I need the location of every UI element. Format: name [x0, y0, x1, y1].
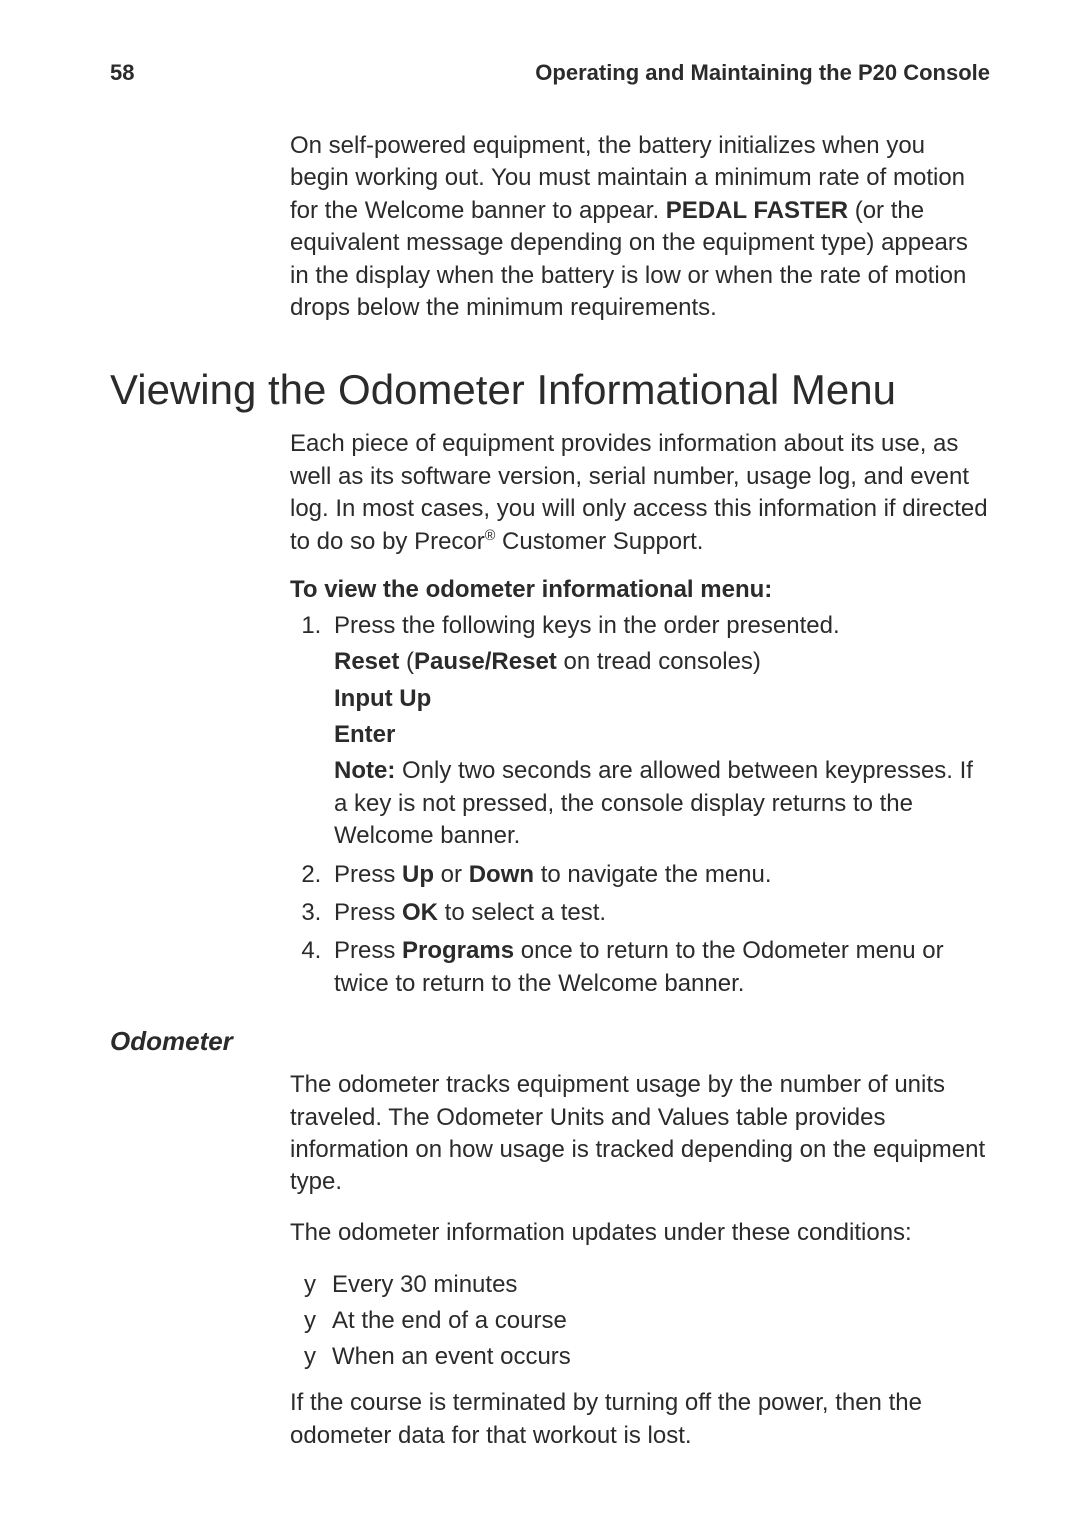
- note-label: Note:: [334, 757, 395, 784]
- registered-mark: ®: [485, 528, 496, 544]
- step-3a: Press: [334, 899, 402, 926]
- step-1a-end: on tread consoles): [557, 648, 761, 675]
- condition-2: At the end of a course: [304, 1303, 990, 1339]
- conditions-list: Every 30 minutes At the end of a course …: [290, 1267, 990, 1375]
- step-1-text: Press the following keys in the order pr…: [334, 612, 840, 639]
- odometer-para-1: The odometer tracks equipment usage by t…: [290, 1069, 990, 1199]
- step-2a: Press: [334, 861, 402, 888]
- step-4: Press Programs once to return to the Odo…: [328, 935, 990, 1000]
- step-1-note: Note: Only two seconds are allowed betwe…: [334, 755, 990, 852]
- step-4a: Press: [334, 937, 402, 964]
- intro-paragraph: On self-powered equipment, the battery i…: [290, 130, 990, 324]
- step-3: Press OK to select a test.: [328, 897, 990, 929]
- step-1-line-a: Reset (Pause/Reset on tread consoles): [334, 646, 990, 678]
- section-intro-b: Customer Support.: [495, 528, 703, 555]
- step-2: Press Up or Down to navigate the menu.: [328, 859, 990, 891]
- key-pause-reset: Pause/Reset: [414, 648, 557, 675]
- key-enter: Enter: [334, 719, 990, 751]
- key-ok: OK: [402, 899, 438, 926]
- note-text: Only two seconds are allowed between key…: [334, 757, 973, 849]
- key-reset: Reset: [334, 648, 399, 675]
- running-head: Operating and Maintaining the P20 Consol…: [535, 60, 990, 86]
- intro-bold: PEDAL FASTER: [666, 197, 848, 224]
- odometer-para-3: If the course is terminated by turning o…: [290, 1387, 990, 1452]
- page-number: 58: [110, 60, 134, 86]
- step-1: Press the following keys in the order pr…: [328, 610, 990, 853]
- key-up: Up: [402, 861, 434, 888]
- odometer-para-2: The odometer information updates under t…: [290, 1217, 990, 1249]
- page: 58 Operating and Maintaining the P20 Con…: [0, 0, 1080, 1535]
- section-intro: Each piece of equipment provides informa…: [290, 428, 990, 558]
- side-heading-odometer: Odometer: [110, 1026, 1000, 1057]
- condition-1: Every 30 minutes: [304, 1267, 990, 1303]
- key-programs: Programs: [402, 937, 514, 964]
- step-2c: to navigate the menu.: [534, 861, 772, 888]
- step-2-mid: or: [434, 861, 469, 888]
- steps-list: Press the following keys in the order pr…: [290, 610, 990, 1000]
- section-heading: Viewing the Odometer Informational Menu: [110, 366, 1000, 414]
- condition-3: When an event occurs: [304, 1339, 990, 1375]
- step-3c: to select a test.: [438, 899, 606, 926]
- key-down: Down: [469, 861, 534, 888]
- key-input-up: Input Up: [334, 683, 990, 715]
- step-1a-mid: (: [399, 648, 414, 675]
- procedure-heading: To view the odometer informational menu:: [290, 576, 990, 604]
